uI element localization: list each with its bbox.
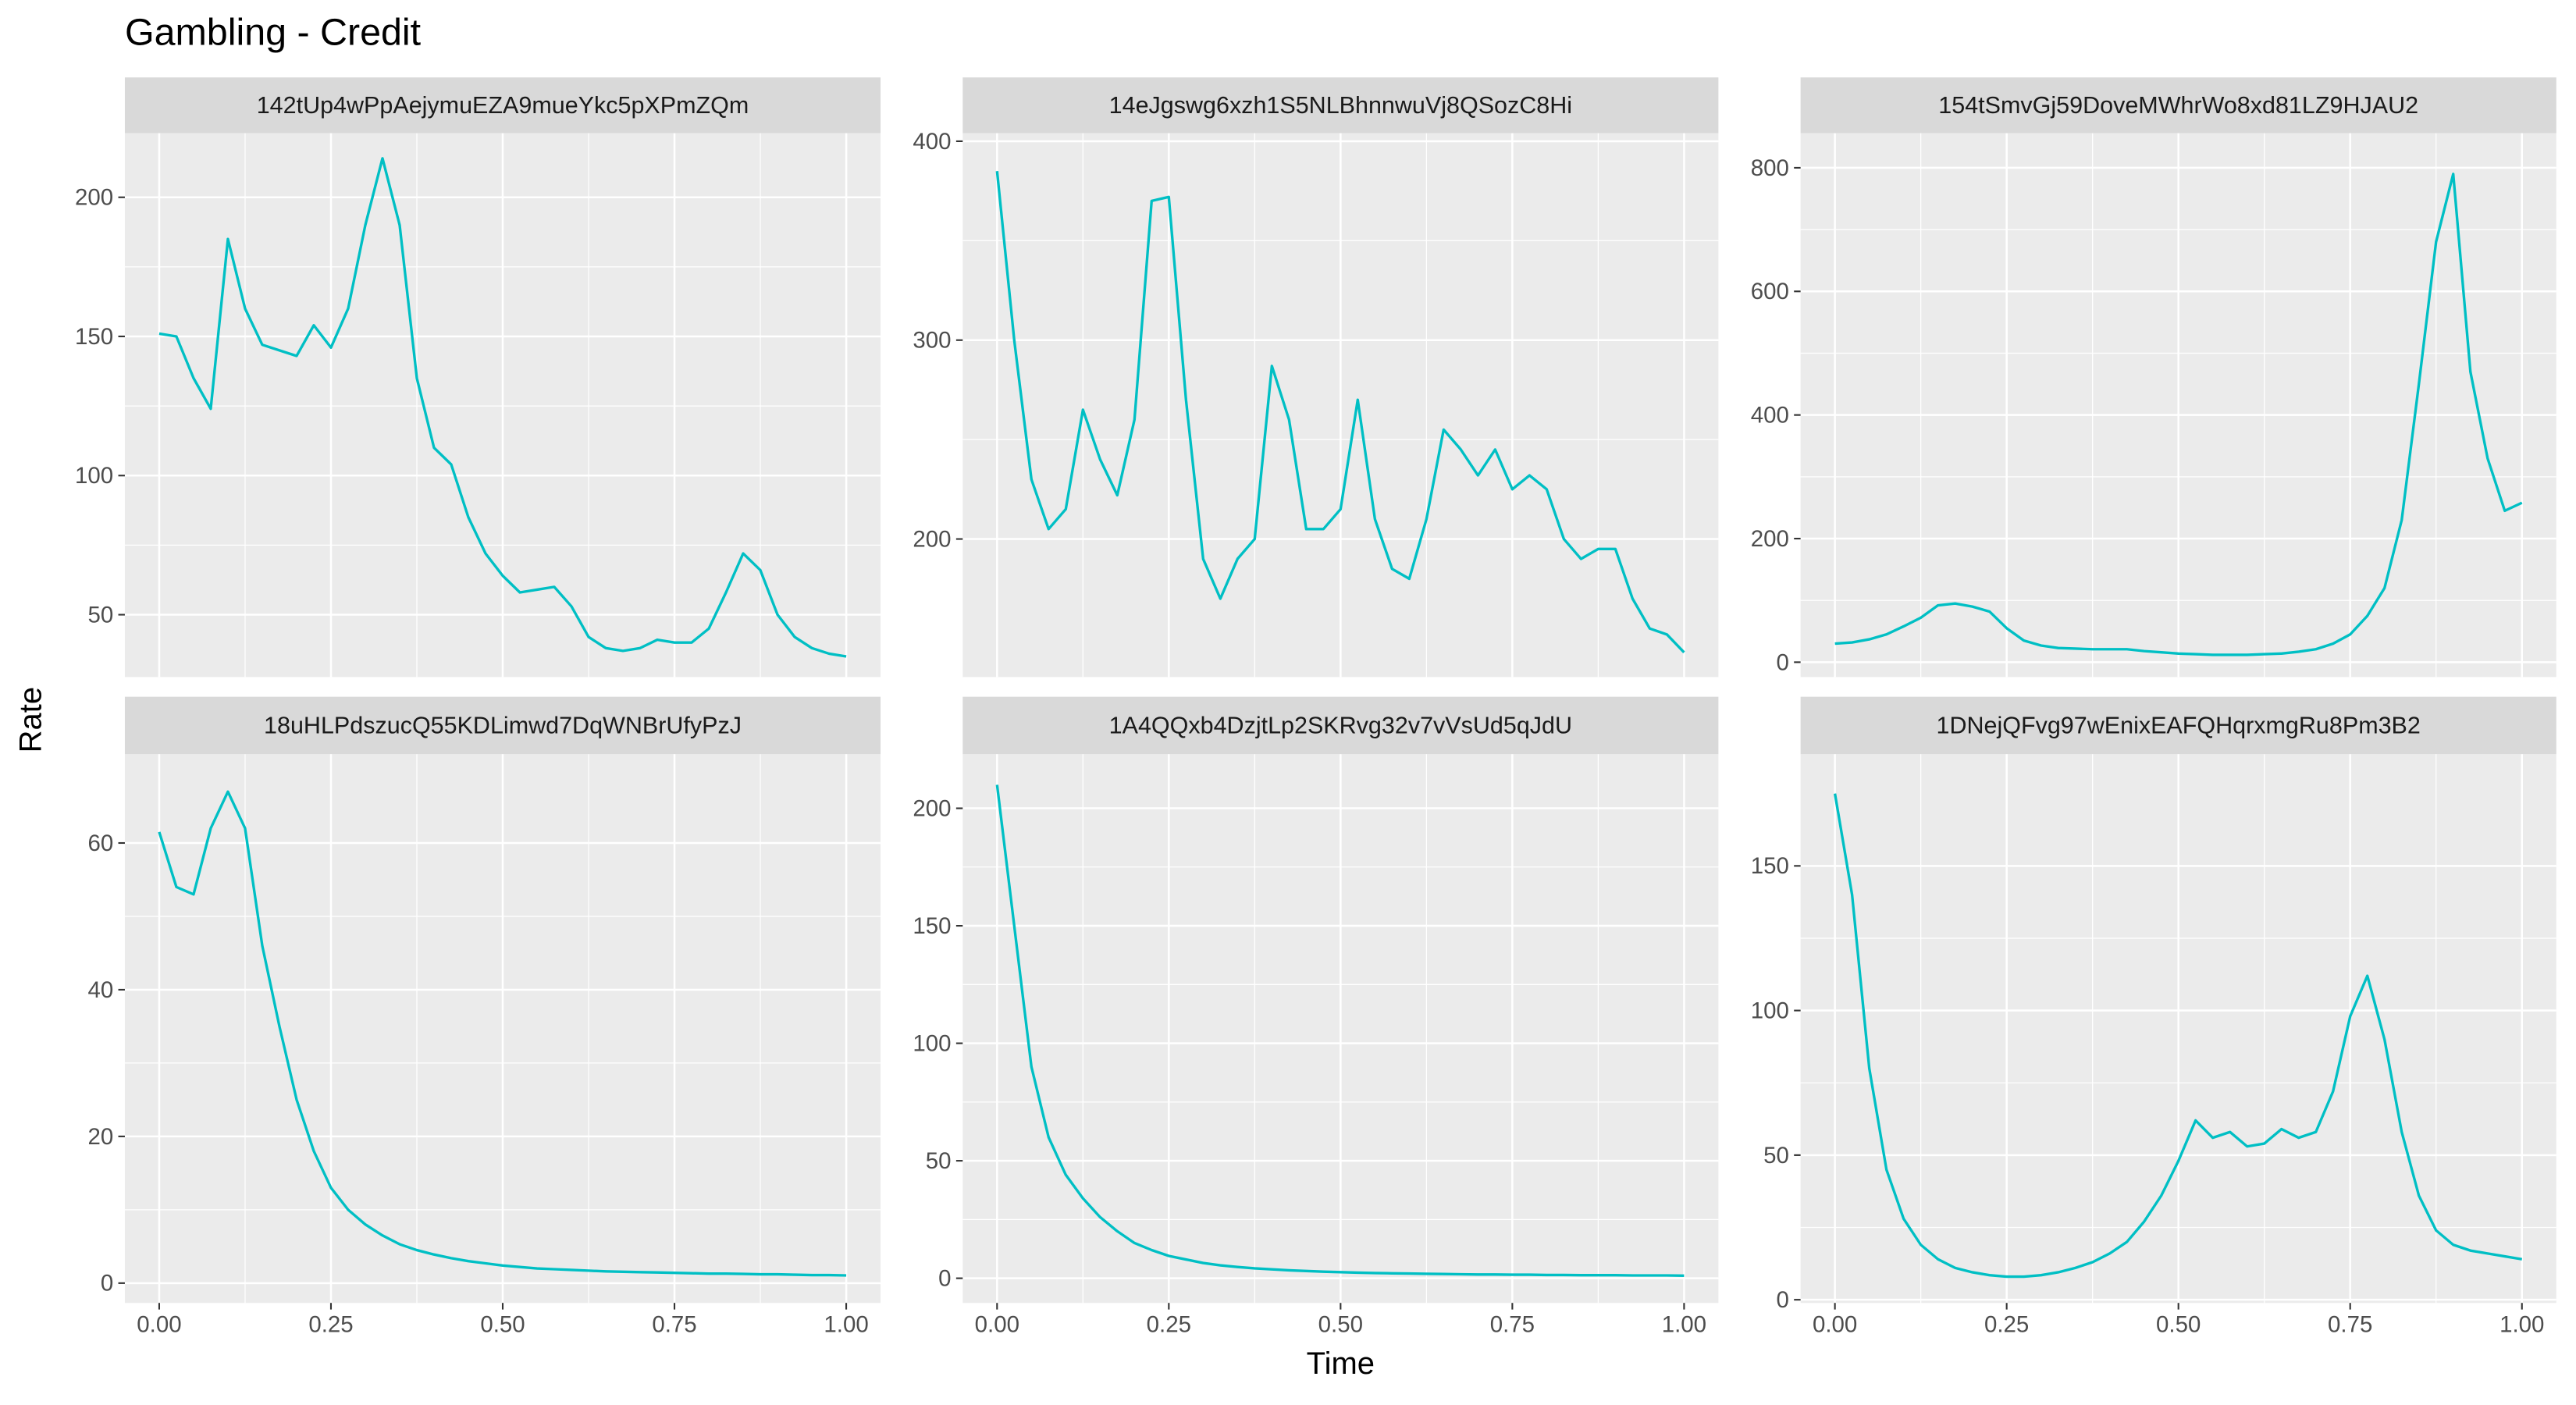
chart-title: Gambling - Credit [125,11,422,53]
data-line [995,784,1685,1277]
y-tick-label: 60 [87,831,113,856]
y-tick-label: 400 [913,129,951,155]
y-tick-label: 0 [1777,649,1789,675]
x-tick-label: 1.00 [2500,1311,2544,1337]
y-tick-label: 150 [913,913,951,939]
x-tick-label: 0.25 [1984,1311,2029,1337]
data-line [1834,173,2523,656]
x-tick-label: 0.25 [308,1311,353,1337]
y-tick-label: 20 [87,1124,113,1150]
strip-label: 18uHLPdszucQ55KDLimwd7DqWNBrUfyPzJ [264,713,742,739]
y-tick-label: 400 [1751,403,1789,429]
x-tick-label: 0.50 [480,1311,525,1337]
y-tick-label: 800 [1751,155,1789,181]
strip-label: 14eJgswg6xzh1S5NLBhnnwuVj8QSozC8Hi [1109,92,1572,119]
y-tick-label: 200 [913,795,951,821]
data-line [158,157,847,658]
y-tick-label: 200 [913,526,951,552]
y-tick-label: 100 [75,463,113,489]
data-line [995,170,1685,653]
x-axis-title: Time [1307,1346,1375,1381]
strip-label: 142tUp4wPpAejymuEZA9mueYkc5pXPmZQm [257,92,749,119]
x-tick-label: 0.00 [975,1311,1019,1337]
y-tick-label: 100 [913,1030,951,1056]
x-tick-label: 0.00 [1813,1311,1857,1337]
y-tick-label: 100 [1751,998,1789,1023]
y-tick-label: 0 [1777,1287,1789,1313]
x-tick-label: 0.75 [1490,1311,1535,1337]
strip-label: 1DNejQFvg97wEnixEAFQHqrxmgRu8Pm3B2 [1936,713,2420,739]
y-tick-label: 50 [87,602,113,628]
x-tick-label: 0.75 [2328,1311,2372,1337]
x-tick-label: 0.50 [2156,1311,2201,1337]
x-tick-label: 0.50 [1318,1311,1363,1337]
y-tick-label: 600 [1751,279,1789,304]
data-line [158,790,847,1277]
y-tick-label: 50 [1763,1143,1789,1168]
y-tick-label: 50 [926,1148,952,1174]
strip [1800,77,2556,133]
strip [1800,696,2556,755]
y-tick-label: 40 [87,977,113,1003]
strip-label: 154tSmvGj59DoveMWhrWo8xd81LZ9HJAU2 [1938,92,2418,119]
y-tick-label: 150 [75,324,113,350]
y-tick-label: 200 [1751,526,1789,552]
y-tick-label: 300 [913,328,951,354]
strip [124,696,881,755]
x-tick-label: 0.75 [652,1311,696,1337]
x-tick-label: 1.00 [824,1311,868,1337]
strip [962,77,1719,133]
strip [962,696,1719,755]
x-tick-label: 0.00 [137,1311,181,1337]
y-tick-label: 200 [75,185,113,211]
strip-label: 1A4QQxb4DzjtLp2SKRvg32v7vVsUd5qJdU [1109,713,1572,739]
y-tick-label: 0 [101,1271,113,1297]
x-tick-label: 1.00 [1662,1311,1706,1337]
y-axis-title: Rate [14,687,48,752]
x-tick-label: 0.25 [1147,1311,1191,1337]
y-tick-label: 150 [1751,853,1789,879]
strip [124,77,881,133]
data-line [1833,793,2523,1279]
y-tick-label: 0 [938,1266,951,1292]
